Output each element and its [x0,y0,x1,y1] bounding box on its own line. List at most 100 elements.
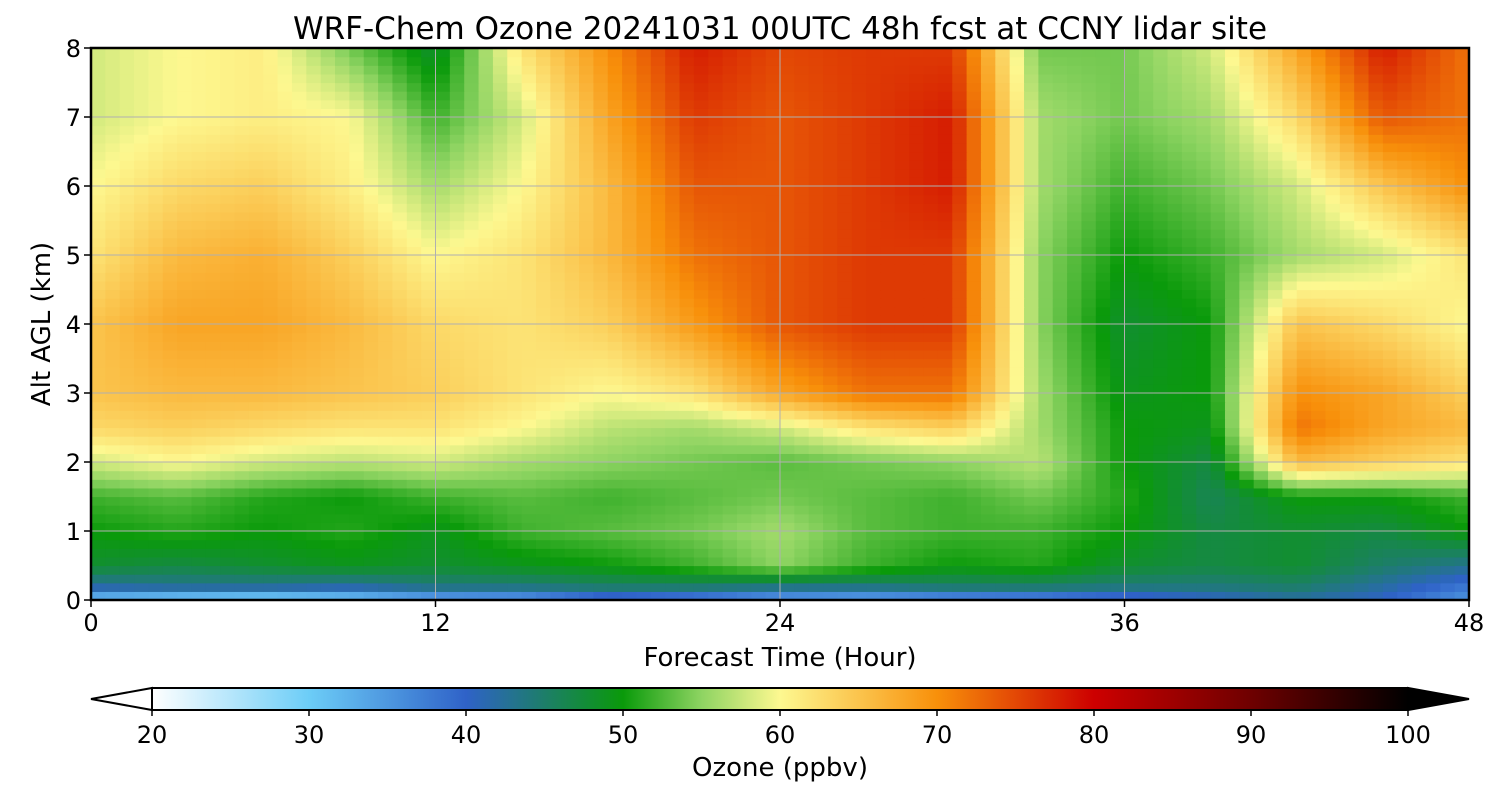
heatmap-cell [593,436,609,446]
heatmap-cell [1397,177,1413,187]
heatmap-cell [234,505,250,515]
heatmap-cell [435,272,451,282]
heatmap-cell [579,229,594,239]
heatmap-cell [492,272,508,282]
heatmap-cell [191,341,207,351]
heatmap-cell [435,410,451,420]
heatmap-cell [923,410,939,420]
heatmap-cell [693,531,709,541]
heatmap-cell [751,160,767,170]
heatmap-cell [665,418,681,429]
heatmap-cell [909,453,925,463]
heatmap-cell [263,315,279,325]
heatmap-cell [851,384,867,394]
heatmap-cell [579,487,594,498]
heatmap-cell [1397,496,1413,506]
heatmap-cell [1038,289,1054,299]
heatmap-cell [679,229,695,239]
heatmap-cell [952,289,968,299]
heatmap-cell [349,479,365,489]
heatmap-cell [1311,263,1327,273]
heatmap-cell [291,194,307,204]
heatmap-cell [564,203,580,213]
heatmap-cell [91,358,106,368]
heatmap-cell [1311,324,1327,334]
heatmap-cell [1124,367,1140,377]
heatmap-cell [464,168,480,178]
heatmap-cell [277,246,293,256]
heatmap-cell [507,168,523,178]
heatmap-cell [1354,315,1370,325]
heatmap-cell [1268,324,1283,334]
heatmap-cell [162,298,178,308]
heatmap-cell [535,280,551,291]
heatmap-cell [1253,384,1269,394]
heatmap-cell [894,574,910,584]
heatmap-cell [1268,280,1283,291]
heatmap-cell [1397,556,1413,567]
heatmap-cell [378,393,394,403]
heatmap-cell [1268,436,1283,446]
heatmap-cell [1354,462,1370,472]
heatmap-cell [1167,358,1183,368]
heatmap-cell [952,177,968,187]
heatmap-cell [435,548,451,558]
heatmap-cell [966,263,982,273]
heatmap-cell [191,591,207,600]
heatmap-cell [1067,444,1083,454]
heatmap-cell [636,349,652,360]
heatmap-cell [636,306,652,316]
heatmap-cell [535,375,551,385]
heatmap-cell [866,401,882,411]
heatmap-cell [306,496,322,506]
heatmap-cell [722,358,738,368]
heatmap-cell [780,349,795,360]
heatmap-cell [1440,401,1456,411]
heatmap-cell [765,444,781,454]
heatmap-cell [650,462,666,472]
heatmap-cell [1368,574,1384,584]
heatmap-cell [1354,220,1370,230]
heatmap-cell [478,539,494,549]
heatmap-cell [1425,556,1441,567]
heatmap-cell [91,324,106,334]
heatmap-cell [780,246,795,256]
heatmap-cell [248,565,264,575]
heatmap-cell [1440,358,1456,368]
heatmap-cell [220,401,236,411]
heatmap-cell [277,505,293,515]
heatmap-cell [866,487,882,498]
heatmap-cell [1067,427,1083,437]
heatmap-cell [937,186,953,196]
heatmap-cell [851,151,867,161]
heatmap-cell [937,496,953,506]
heatmap-cell [1153,393,1169,403]
heatmap-cell [1239,168,1255,178]
heatmap-cell [923,522,939,532]
heatmap-cell [1038,177,1054,187]
heatmap-cell [291,289,307,299]
heatmap-cell [564,229,580,239]
heatmap-cell [1167,418,1183,429]
heatmap-cell [535,324,551,334]
heatmap-cell [722,548,738,558]
heatmap-cell [866,220,882,230]
heatmap-cell [995,565,1011,575]
heatmap-cell [736,280,752,291]
heatmap-cell [866,479,882,489]
heatmap-cell [435,298,451,308]
heatmap-cell [866,565,882,575]
heatmap-cell [162,479,178,489]
heatmap-cell [1440,591,1456,600]
heatmap-cell [593,410,609,420]
heatmap-cell [1354,453,1370,463]
heatmap-cell [1454,565,1469,575]
heatmap-cell [550,168,566,178]
heatmap-cell [105,298,121,308]
heatmap-cell [1110,462,1126,472]
heatmap-cell [535,513,551,523]
heatmap-cell [679,565,695,575]
heatmap-cell [579,574,594,584]
heatmap-cell [1325,444,1341,454]
heatmap-cell [1339,289,1355,299]
